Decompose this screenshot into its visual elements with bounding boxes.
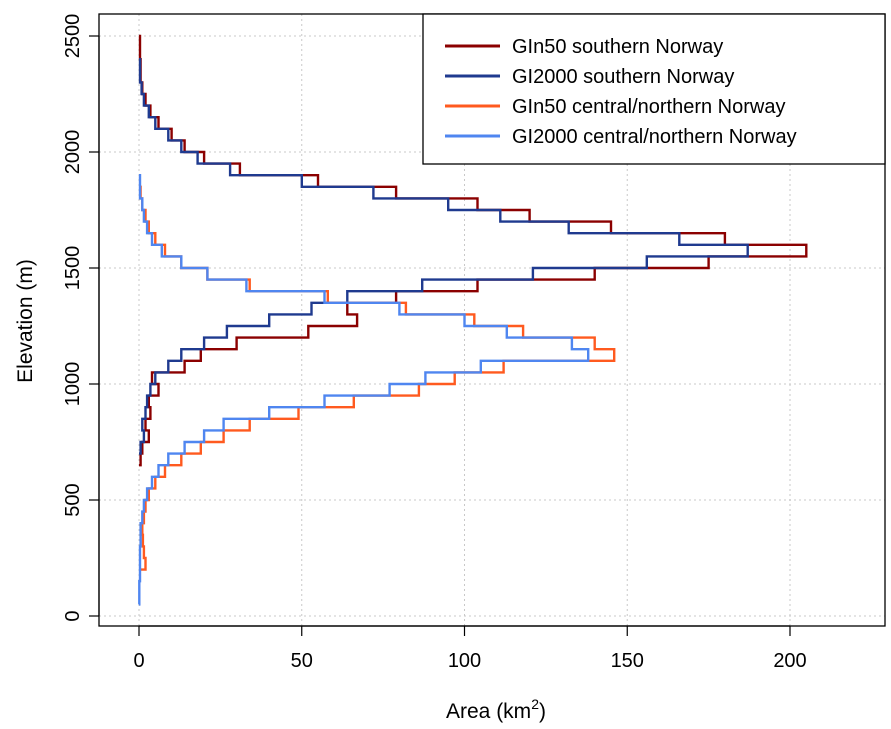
- series-line-2: [139, 185, 616, 571]
- legend-label-1: GI2000 southern Norway: [512, 66, 734, 88]
- series-line-0: [138, 34, 808, 467]
- y-tick-label-4: 2000: [62, 130, 84, 175]
- x-axis: 0 50 100 150 200: [133, 625, 807, 672]
- y-axis: 0 500 1000 1500 2000 2500: [62, 14, 100, 622]
- x-axis-title-close: ): [539, 700, 546, 723]
- y-axis-title: Elevation (m): [14, 259, 37, 383]
- x-axis-title: Area (km2): [446, 696, 546, 723]
- x-axis-title-superscript: 2: [531, 696, 539, 712]
- series-layer: [138, 34, 808, 606]
- y-tick-label-1: 500: [62, 483, 84, 516]
- x-tick-label-1: 50: [291, 650, 313, 672]
- y-tick-label-0: 0: [62, 610, 84, 621]
- x-tick-label-4: 200: [773, 650, 806, 672]
- legend: GIn50 southern Norway GI2000 southern Nor…: [422, 13, 886, 165]
- legend-box: [422, 13, 886, 165]
- legend-label-3: GI2000 central/northern Norway: [512, 126, 797, 148]
- series-line-1: [138, 58, 749, 455]
- y-tick-label-3: 1500: [62, 246, 84, 291]
- legend-label-0: GIn50 southern Norway: [512, 36, 723, 58]
- x-tick-label-2: 100: [448, 650, 481, 672]
- series-line-3: [138, 174, 590, 606]
- x-tick-label-0: 0: [133, 650, 144, 672]
- legend-label-2: GIn50 central/northern Norway: [512, 96, 785, 118]
- y-tick-label-2: 1000: [62, 362, 84, 407]
- x-tick-label-3: 150: [611, 650, 644, 672]
- x-axis-title-text: Area (km: [446, 700, 531, 723]
- y-tick-label-5: 2500: [62, 14, 84, 59]
